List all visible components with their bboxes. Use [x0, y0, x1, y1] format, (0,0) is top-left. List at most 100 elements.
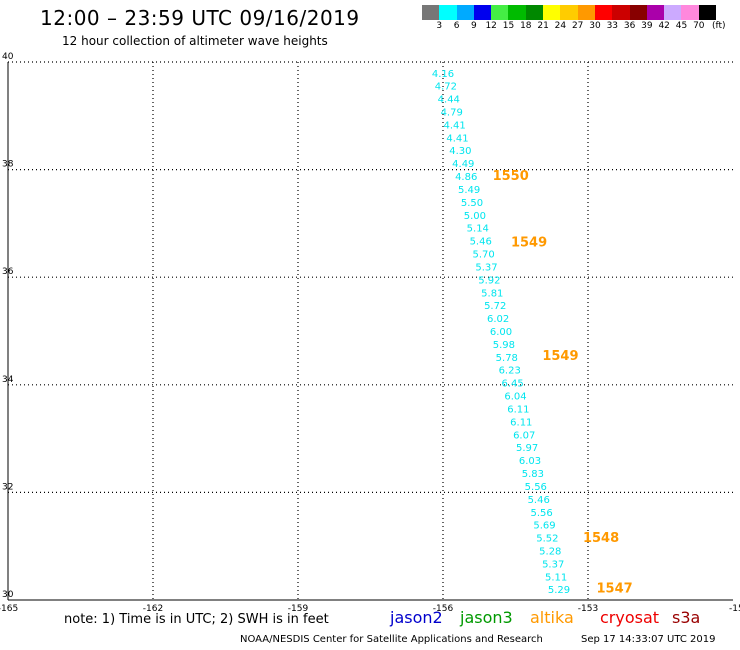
color-swatch — [646, 5, 665, 20]
swh-value-label: 6.03 — [519, 456, 541, 467]
color-swatch — [612, 5, 630, 20]
color-swatch — [525, 5, 544, 20]
color-swatch — [439, 5, 457, 20]
color-scale-label: 18 — [520, 21, 532, 31]
swh-value-label: 5.52 — [536, 534, 558, 545]
swh-value-label: 6.11 — [507, 404, 529, 415]
color-swatch — [698, 5, 717, 20]
swh-value-label: 4.72 — [435, 82, 457, 93]
swh-value-label: 5.11 — [545, 572, 567, 583]
swh-value-label: 6.07 — [513, 430, 535, 441]
swh-value-label: 4.41 — [443, 120, 465, 131]
color-scale-label: 42 — [658, 21, 670, 31]
legend-mission-cryosat: cryosat — [600, 608, 660, 627]
axis-labels: -165 -162 -159 -156 -153 -15 40 38 36 34 32 30 — [0, 52, 740, 614]
color-swatch — [629, 5, 647, 20]
color-scale-label: 45 — [675, 21, 688, 31]
color-swatch — [508, 5, 526, 20]
swh-value-label: 6.00 — [490, 327, 512, 338]
lat-tick-label: 40 — [2, 52, 14, 62]
pass-time-label: 1549 — [542, 349, 578, 364]
swh-value-label: 5.37 — [475, 262, 497, 273]
swh-value-label: 5.46 — [528, 495, 550, 506]
color-swatch — [560, 5, 578, 20]
color-scale-label: 36 — [623, 21, 636, 31]
swh-value-label: 4.49 — [452, 159, 474, 170]
color-swatch — [594, 5, 613, 20]
map-title: 12:00 – 23:59 UTC 09/16/2019 — [40, 6, 360, 30]
swh-value-label: 6.04 — [504, 392, 526, 403]
swh-value-label: 5.98 — [493, 340, 515, 351]
swh-value-label: 5.00 — [464, 211, 486, 222]
wave-height-color-scale: (ft) 3 6 9 12 15 18 21 24 27 30 33 36 39 42 45 70 — [422, 5, 740, 34]
color-scale-label: 12 — [485, 21, 497, 31]
lon-tick-label: -159 — [288, 604, 309, 614]
legend-mission-jason3: jason3 — [460, 608, 513, 627]
color-swatch — [491, 5, 509, 20]
legend-mission-altika: altika — [530, 608, 574, 627]
swh-value-label: 5.83 — [522, 469, 544, 480]
lat-tick-label: 38 — [2, 160, 14, 170]
swh-value-label: 6.45 — [501, 379, 523, 390]
credit-text: NOAA/NESDIS Center for Satellite Applica… — [240, 634, 543, 645]
swh-value-label: 5.37 — [542, 559, 564, 570]
swh-value-label: 5.81 — [481, 288, 503, 299]
pass-time-label: 1550 — [493, 169, 529, 184]
swh-value-label: 5.46 — [470, 237, 492, 248]
color-scale-labels: (ft) 3 6 9 12 15 18 21 24 27 30 33 36 39 42 45 70 — [422, 20, 740, 34]
swh-value-label: 5.49 — [458, 185, 480, 196]
swh-value-label: 5.14 — [467, 224, 489, 235]
color-swatch — [664, 5, 682, 20]
legend-mission-s3a: s3a — [672, 608, 701, 627]
swh-value-label: 5.50 — [461, 198, 483, 209]
swh-value-label: 6.02 — [487, 314, 509, 325]
swh-value-label: 6.23 — [499, 366, 521, 377]
pass-time-label: 1548 — [583, 531, 619, 546]
lat-lon-grid — [7, 61, 733, 601]
swh-value-label: 4.86 — [455, 172, 477, 183]
wave-height-track: 4.16 4.72 4.444.79 4.41 4.41 4.30 4.49 4.86 5.49… — [432, 69, 570, 596]
pass-time-label: 1549 — [511, 236, 547, 251]
color-scale-label: 6 — [453, 21, 460, 31]
map-subtitle: 12 hour collection of altimeter wave hei… — [62, 34, 328, 48]
color-swatch — [422, 5, 440, 20]
lon-tick-label: -153 — [578, 604, 598, 614]
lon-tick-label: -15 — [729, 604, 740, 614]
color-scale-label: 30 — [589, 21, 601, 31]
lon-tick-label: -165 — [0, 604, 18, 614]
generated-timestamp: Sep 17 14:33:07 UTC 2019 — [581, 634, 716, 645]
swh-value-label: 5.69 — [533, 521, 555, 532]
track-time-labels: 1550 1549 1549 1548 1547 — [493, 169, 633, 597]
color-swatch — [473, 5, 492, 20]
color-scale-label: 3 — [436, 21, 443, 31]
lon-tick-label: -162 — [143, 604, 163, 614]
swh-value-label: 5.97 — [516, 443, 538, 454]
lat-tick-label: 32 — [2, 482, 13, 492]
swh-value-label: 4.16 — [432, 69, 454, 80]
footer-note: note: 1) Time is in UTC; 2) SWH is in fe… — [64, 612, 329, 627]
color-swatch — [577, 5, 595, 20]
color-scale-swatches — [422, 5, 740, 20]
color-scale-label: 39 — [641, 21, 653, 31]
swh-value-label: 6.11 — [510, 417, 532, 428]
color-scale-label: 27 — [571, 21, 584, 31]
swh-value-label: 5.28 — [539, 547, 561, 558]
swh-value-label: 5.70 — [472, 250, 494, 261]
swh-value-label: 5.92 — [478, 275, 500, 286]
swh-value-label: 5.72 — [484, 301, 506, 312]
legend-mission-jason2: jason2 — [390, 608, 443, 627]
lat-tick-label: 30 — [2, 590, 14, 600]
swh-value-label: 4.41 — [446, 133, 468, 144]
swh-value-label: 5.29 — [548, 585, 570, 596]
lat-tick-label: 36 — [2, 267, 14, 277]
color-scale-label: 70 — [693, 21, 705, 31]
color-scale-label: 24 — [554, 21, 567, 31]
swh-value-label: 5.78 — [496, 353, 518, 364]
color-scale-label: 33 — [606, 21, 619, 31]
pass-time-label: 1547 — [596, 582, 632, 597]
color-swatch — [681, 5, 699, 20]
swh-value-label: 4.44 — [438, 95, 460, 106]
color-scale-label: 15 — [502, 21, 515, 31]
swh-value-label: 4.79 — [441, 107, 463, 118]
